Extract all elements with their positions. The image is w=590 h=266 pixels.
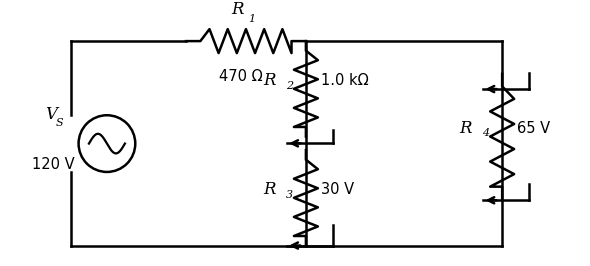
Text: R: R	[263, 181, 276, 198]
Text: 2: 2	[286, 81, 293, 90]
Text: R: R	[231, 1, 244, 18]
Text: 470 Ω: 470 Ω	[219, 69, 263, 84]
Text: 4: 4	[482, 128, 489, 138]
Text: R: R	[263, 72, 276, 89]
Text: 1.0 kΩ: 1.0 kΩ	[321, 73, 369, 88]
Text: 3: 3	[286, 190, 293, 200]
Text: 30 V: 30 V	[321, 182, 354, 197]
Text: 1: 1	[248, 14, 255, 24]
Text: V: V	[45, 106, 57, 123]
Text: S: S	[55, 118, 63, 128]
Text: R: R	[460, 120, 472, 137]
Text: 65 V: 65 V	[517, 121, 550, 136]
Text: 120 V: 120 V	[32, 157, 75, 172]
